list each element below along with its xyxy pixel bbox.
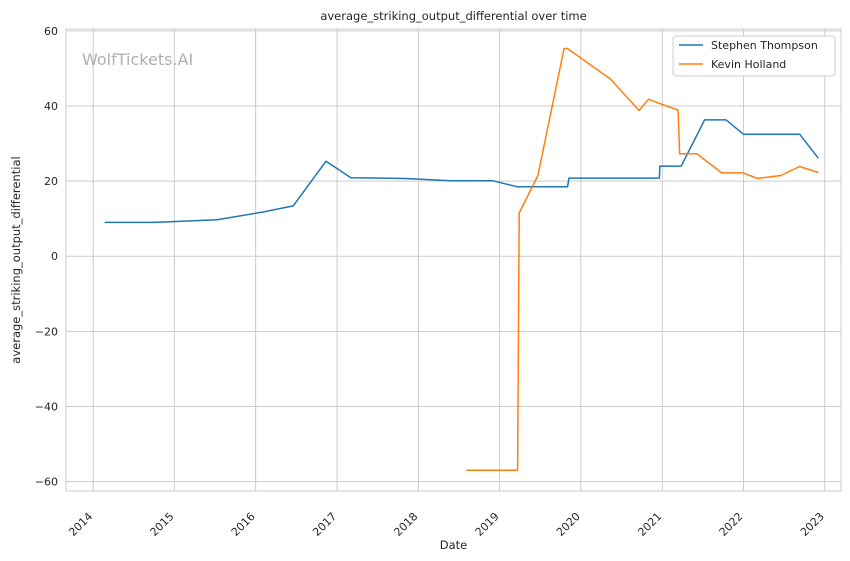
legend-box [672,35,836,77]
x-axis-label: Date [440,538,468,552]
y-tick-label: 60 [44,25,58,38]
y-tick-label: 0 [51,250,58,263]
y-tick-label: −60 [35,476,58,489]
y-tick-label: 40 [44,100,58,113]
y-tick-labels: −60 −40 −20 0 20 40 60 [35,25,58,489]
chart-title: average_striking_output_differential ove… [320,9,586,23]
y-axis-label: average_striking_output_differential [9,156,23,363]
legend-label-kevin-holland: Kevin Holland [711,58,786,71]
series-layer [104,47,819,472]
y-tick-label: −40 [35,400,58,413]
y-tick-label: −20 [35,325,58,338]
legend-label-stephen-thompson: Stephen Thompson [711,39,818,52]
plot-frame [65,28,842,492]
series-line-stephen-thompson [104,119,819,224]
y-tick-label: 20 [44,175,58,188]
watermark: WolfTickets.AI [82,50,193,69]
series-line-kevin-holland [466,47,819,472]
legend: Stephen Thompson Kevin Holland [672,35,836,77]
